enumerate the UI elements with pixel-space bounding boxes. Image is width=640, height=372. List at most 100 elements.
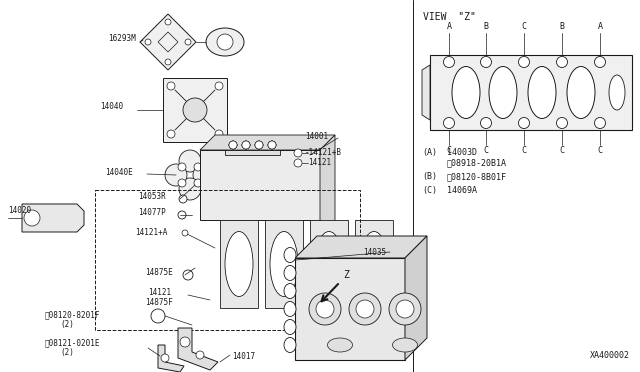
- Text: C: C: [447, 146, 451, 155]
- Polygon shape: [178, 328, 218, 370]
- Text: XA400002: XA400002: [590, 351, 630, 360]
- Text: B: B: [483, 22, 488, 31]
- Circle shape: [182, 230, 188, 236]
- Circle shape: [481, 118, 492, 128]
- Circle shape: [255, 141, 263, 149]
- Circle shape: [145, 39, 151, 45]
- Text: A: A: [447, 22, 451, 31]
- Text: 14040: 14040: [100, 102, 123, 110]
- Circle shape: [242, 141, 250, 149]
- Text: 14875E: 14875E: [145, 268, 173, 277]
- Polygon shape: [140, 14, 196, 70]
- Circle shape: [193, 164, 215, 186]
- Text: (2): (2): [60, 320, 74, 329]
- Text: 14017: 14017: [232, 352, 255, 361]
- Circle shape: [178, 179, 186, 187]
- Text: 14121+A: 14121+A: [135, 228, 168, 237]
- Polygon shape: [430, 55, 632, 130]
- Ellipse shape: [392, 338, 417, 352]
- Text: (A): (A): [422, 148, 437, 157]
- Circle shape: [185, 39, 191, 45]
- Text: ⒲08120-8201F: ⒲08120-8201F: [45, 310, 100, 319]
- Polygon shape: [158, 345, 184, 372]
- Text: 14121: 14121: [148, 288, 171, 297]
- Circle shape: [268, 141, 276, 149]
- Polygon shape: [405, 236, 427, 360]
- Circle shape: [444, 57, 454, 67]
- Polygon shape: [200, 135, 335, 150]
- Circle shape: [167, 130, 175, 138]
- Polygon shape: [220, 220, 258, 308]
- Circle shape: [180, 337, 190, 347]
- Ellipse shape: [489, 67, 517, 119]
- Circle shape: [178, 163, 186, 171]
- Ellipse shape: [284, 301, 296, 317]
- Circle shape: [179, 178, 201, 200]
- Circle shape: [161, 354, 169, 362]
- Circle shape: [215, 82, 223, 90]
- Ellipse shape: [328, 338, 353, 352]
- Text: 14003D: 14003D: [447, 148, 477, 157]
- Circle shape: [167, 82, 175, 90]
- Ellipse shape: [360, 231, 388, 296]
- Text: C: C: [522, 146, 527, 155]
- Circle shape: [179, 150, 201, 172]
- Circle shape: [255, 141, 263, 149]
- Circle shape: [229, 141, 237, 149]
- Ellipse shape: [206, 28, 244, 56]
- Circle shape: [178, 211, 186, 219]
- Polygon shape: [295, 258, 405, 360]
- Circle shape: [389, 293, 421, 325]
- Text: A: A: [598, 22, 602, 31]
- Polygon shape: [422, 65, 430, 120]
- Text: ⓝ08918-20B1A: ⓝ08918-20B1A: [447, 158, 507, 167]
- Circle shape: [196, 351, 204, 359]
- Circle shape: [242, 141, 250, 149]
- Text: C: C: [559, 146, 564, 155]
- Circle shape: [255, 141, 263, 149]
- Circle shape: [294, 149, 302, 157]
- Circle shape: [349, 293, 381, 325]
- Text: Z: Z: [343, 270, 349, 280]
- Polygon shape: [265, 220, 303, 308]
- Ellipse shape: [284, 266, 296, 280]
- Circle shape: [229, 141, 237, 149]
- Polygon shape: [200, 150, 320, 220]
- Polygon shape: [355, 220, 393, 308]
- Circle shape: [255, 141, 263, 149]
- Polygon shape: [320, 135, 335, 230]
- Text: (2): (2): [60, 348, 74, 357]
- Circle shape: [242, 141, 250, 149]
- Circle shape: [183, 98, 207, 122]
- Text: 16293M: 16293M: [108, 33, 136, 42]
- Circle shape: [165, 164, 187, 186]
- Ellipse shape: [284, 247, 296, 263]
- Circle shape: [194, 179, 202, 187]
- Text: -14121+B: -14121+B: [305, 148, 342, 157]
- Polygon shape: [225, 150, 280, 155]
- Polygon shape: [22, 204, 84, 232]
- Circle shape: [24, 210, 40, 226]
- Circle shape: [396, 300, 414, 318]
- Ellipse shape: [609, 75, 625, 110]
- Polygon shape: [295, 236, 427, 258]
- Circle shape: [268, 141, 276, 149]
- Circle shape: [595, 118, 605, 128]
- Text: 14121: 14121: [308, 158, 331, 167]
- Ellipse shape: [528, 67, 556, 119]
- Circle shape: [518, 57, 529, 67]
- Circle shape: [229, 141, 237, 149]
- Circle shape: [215, 130, 223, 138]
- Ellipse shape: [284, 283, 296, 298]
- Circle shape: [165, 59, 171, 65]
- Text: 14053R: 14053R: [138, 192, 166, 201]
- Text: 14077P: 14077P: [138, 208, 166, 217]
- Polygon shape: [310, 220, 348, 308]
- Text: (B): (B): [422, 172, 437, 181]
- Text: 14040E: 14040E: [105, 167, 132, 176]
- Circle shape: [217, 34, 233, 50]
- Ellipse shape: [567, 67, 595, 119]
- Circle shape: [179, 195, 187, 203]
- Circle shape: [194, 163, 202, 171]
- Circle shape: [481, 57, 492, 67]
